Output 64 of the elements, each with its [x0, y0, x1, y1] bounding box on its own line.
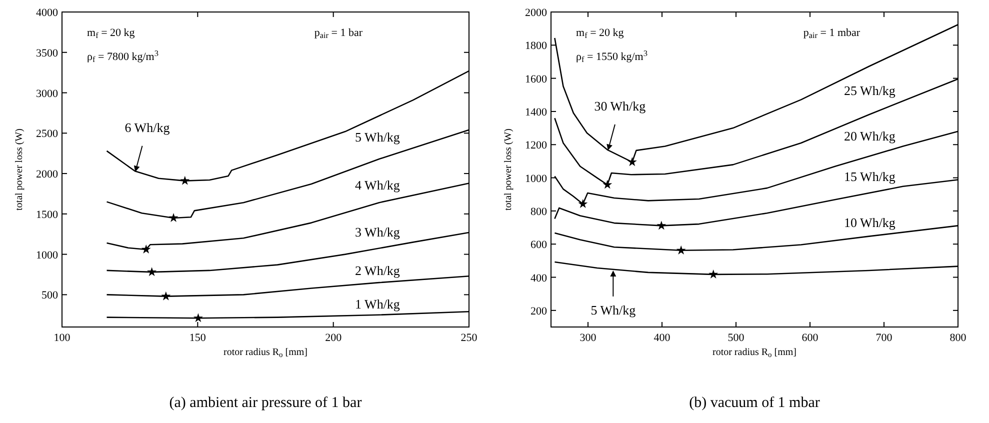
y-tick-label: 1800 — [525, 40, 548, 52]
y-tick-label: 3500 — [36, 47, 58, 60]
x-tick-label: 700 — [876, 332, 893, 344]
series-label: 10 Wh/kg — [844, 214, 896, 230]
y-tick-label: 1600 — [525, 73, 548, 86]
point — [168, 212, 178, 222]
x-axis-title: rotor radius R$_{o}$ [mm] — [712, 347, 797, 360]
y-tick-label: 200 — [530, 305, 548, 318]
text: (a) ambient air pressure of 1 bar — [169, 395, 362, 411]
y-tick-label: 4000 — [36, 7, 58, 19]
y-tick-label: 2000 — [525, 7, 548, 19]
point — [627, 157, 637, 166]
point — [193, 313, 203, 322]
x-tick-label: 150 — [189, 332, 206, 344]
series-label: 1 Wh/kg — [355, 296, 400, 312]
y-tick-label: 500 — [42, 290, 58, 302]
x-tick-label: 600 — [802, 332, 819, 344]
annotation: ρ$_{f}$ = 1550 kg/m$^{3}$ — [576, 49, 648, 64]
series-label: 15 Wh/kg — [844, 169, 896, 184]
y-tick-label: 600 — [530, 239, 548, 252]
x-tick-label: 300 — [580, 332, 597, 344]
x-tick-label: 400 — [654, 332, 671, 344]
series-label: 3 Wh/kg — [355, 224, 400, 240]
y-tick-label: 1000 — [525, 172, 548, 185]
y-axis-title: total power loss (W) — [503, 128, 514, 210]
x-tick-label: 800 — [950, 332, 967, 344]
y-axis-title: total power loss (W) — [14, 128, 25, 210]
annotation: ρ$_{f}$ = 7800 kg/m$^{3}$ — [87, 49, 158, 64]
series-label: 4 Wh/kg — [355, 177, 400, 192]
point — [180, 176, 190, 185]
text: (b) vacuum of 1 mbar — [689, 395, 820, 411]
point — [141, 244, 151, 254]
series-label: 5 Wh/kg — [355, 130, 400, 145]
y-tick-label: 2000 — [36, 168, 58, 181]
point — [708, 269, 718, 278]
y-tick-label: 1000 — [36, 249, 58, 262]
x-axis-title: rotor radius R$_{o}$ [mm] — [223, 347, 308, 360]
y-tick-label: 2500 — [36, 128, 58, 140]
x-tick-label: 100 — [54, 332, 71, 344]
y-tick-label: 400 — [530, 272, 548, 284]
y-tick-label: 3000 — [36, 88, 58, 100]
point — [676, 245, 686, 254]
point — [602, 180, 612, 189]
annotation: p$_{air}$ = 1 bar — [314, 27, 363, 40]
series-label: 2 Wh/kg — [355, 262, 400, 278]
point — [656, 220, 666, 230]
series-label: 25 Wh/kg — [844, 82, 896, 98]
y-tick-label: 1500 — [36, 208, 58, 221]
y-tick-label: 1400 — [525, 106, 548, 118]
y-tick-label: 800 — [530, 206, 548, 218]
point — [578, 198, 588, 208]
y-tick-label: 1200 — [525, 140, 548, 152]
annotation: 6 Wh/kg — [124, 120, 170, 135]
x-tick-label: 500 — [728, 332, 745, 344]
point — [161, 291, 171, 300]
x-tick-label: 250 — [460, 332, 478, 344]
point — [147, 267, 157, 276]
annotation: 30 Wh/kg — [594, 98, 646, 114]
annotation: p$_{air}$ = 1 mbar — [803, 27, 860, 40]
x-tick-label: 200 — [325, 332, 342, 344]
series-label: 20 Wh/kg — [844, 128, 896, 144]
annotation: m$_{f}$ = 20 kg — [576, 27, 624, 40]
annotation: 5 Wh/kg — [590, 302, 636, 318]
annotation: m$_{f}$ = 20 kg — [87, 27, 136, 40]
